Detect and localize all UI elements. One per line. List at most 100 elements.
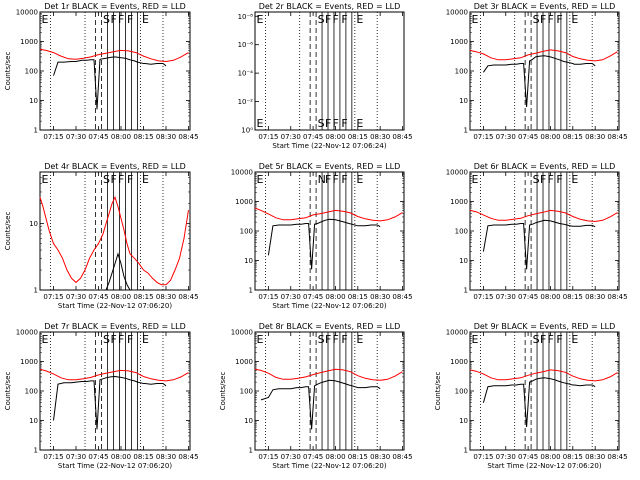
interval-marker: E xyxy=(42,333,49,346)
x-tick-label: 07:15 xyxy=(43,453,63,461)
y-tick-label: 1 xyxy=(464,447,468,455)
x-tick-label: 08:45 xyxy=(607,293,627,301)
interval-marker: F xyxy=(111,13,117,26)
interval-marker: F xyxy=(540,333,546,346)
interval-marker: E xyxy=(571,333,578,346)
interval-marker: F xyxy=(325,333,331,346)
interval-marker: F xyxy=(127,333,133,346)
interval-marker: E xyxy=(256,117,263,130)
panel-title: Det 4r BLACK = Events, RED = LLD xyxy=(44,162,186,171)
y-tick-label: 10 xyxy=(29,97,38,105)
interval-marker: S xyxy=(533,13,540,26)
x-tick-label: 07:15 xyxy=(258,133,278,141)
plot-frame xyxy=(39,11,191,131)
series-events xyxy=(267,218,381,270)
interval-marker: S xyxy=(533,333,540,346)
y-axis-label: Counts/sec xyxy=(4,212,12,251)
y-tick-label: 10 xyxy=(29,417,38,425)
x-tick-label: 08:15 xyxy=(348,453,368,461)
x-axis-label: Start Time (22-Nov-12 07:06:20) xyxy=(272,462,386,470)
y-axis-label: Counts/sec xyxy=(4,372,12,411)
interval-marker: E xyxy=(356,13,363,26)
x-tick-label: 07:45 xyxy=(518,133,538,141)
plot-frame xyxy=(39,331,191,451)
x-tick-label: 08:30 xyxy=(370,133,390,141)
y-tick-label: 10 xyxy=(29,220,38,228)
interval-marker: F xyxy=(556,13,562,26)
interval-marker: F xyxy=(540,173,546,186)
y-tick-label: 10 xyxy=(459,97,468,105)
panel-title: Det 3r BLACK = Events, RED = LLD xyxy=(474,2,616,11)
y-tick-label: 1 xyxy=(34,447,38,455)
x-axis-label: Start Time (22-Nov-12 07:06:20) xyxy=(272,302,386,310)
y-axis-label: Counts/sec xyxy=(434,372,442,411)
x-tick-label: 08:00 xyxy=(111,453,131,461)
plot-frame xyxy=(469,331,620,451)
x-tick-label: 08:45 xyxy=(392,293,412,301)
series-events xyxy=(482,377,596,428)
y-tick-label: 1000 xyxy=(235,358,253,366)
x-tick-label: 07:15 xyxy=(473,453,493,461)
x-tick-label: 07:15 xyxy=(258,453,278,461)
panel-det-6r: Det 6r BLACK = Events, RED = LLD 1 10 100 10… xyxy=(446,162,628,301)
x-tick-label: 07:45 xyxy=(303,133,323,141)
panel-title: Det 7r BLACK = Events, RED = LLD xyxy=(44,322,186,331)
interval-marker: E xyxy=(471,333,478,346)
y-tick-label: 1 xyxy=(249,447,253,455)
x-tick-label: 08:15 xyxy=(563,293,583,301)
y-tick-label: 1 xyxy=(464,127,468,135)
interval-marker: E xyxy=(42,13,49,26)
x-axis-label: Start Time (22-Nov-12 07:06:24) xyxy=(272,142,386,150)
series-events xyxy=(105,252,131,291)
plot-frame xyxy=(254,331,405,451)
x-tick-label: 08:45 xyxy=(178,133,198,141)
y-tick-label: 100 xyxy=(455,388,468,396)
y-tick-label: 1000 xyxy=(450,38,468,46)
interval-marker: F xyxy=(325,173,331,186)
series-events xyxy=(53,375,167,430)
x-tick-label: 08:45 xyxy=(178,453,198,461)
y-tick-label: 100 xyxy=(455,68,468,76)
y-tick-label: 10000 xyxy=(446,9,468,17)
y-tick-label: 1 xyxy=(34,287,38,295)
interval-marker: E xyxy=(571,13,578,26)
y-tick-label: 10000 xyxy=(231,329,253,337)
panel-title: Det 5r BLACK = Events, RED = LLD xyxy=(259,162,401,171)
panel-title: Det 6r BLACK = Events, RED = LLD xyxy=(474,162,616,171)
panel-det-9r: Det 9r BLACK = Events, RED = LLD Counts/s… xyxy=(434,322,628,470)
series-events xyxy=(260,379,381,430)
interval-marker: F xyxy=(111,173,117,186)
interval-marker: E xyxy=(356,117,363,130)
interval-marker: S xyxy=(103,173,110,186)
x-tick-label: 08:00 xyxy=(540,453,560,461)
x-tick-label: 08:15 xyxy=(348,293,368,301)
interval-marker: F xyxy=(127,173,133,186)
interval-marker: S xyxy=(318,117,325,130)
x-tick-label: 07:30 xyxy=(281,133,301,141)
interval-marker: E xyxy=(471,173,478,186)
series-lld xyxy=(39,368,189,382)
panel-title: Det 9r BLACK = Events, RED = LLD xyxy=(474,322,616,331)
x-tick-label: 08:45 xyxy=(392,133,412,141)
interval-marker: E xyxy=(571,173,578,186)
y-tick-label: 10⁰ xyxy=(241,127,253,135)
interval-marker: E xyxy=(256,333,263,346)
series-lld xyxy=(469,209,618,223)
interval-marker: S xyxy=(318,333,325,346)
x-tick-label: 07:30 xyxy=(496,293,516,301)
interval-marker: F xyxy=(332,13,338,26)
interval-marker: E xyxy=(256,13,263,26)
x-tick-label: 07:15 xyxy=(473,133,493,141)
x-tick-label: 08:00 xyxy=(325,453,345,461)
panel-title: Det 1r BLACK = Events, RED = LLD xyxy=(44,2,186,11)
interval-marker: E xyxy=(471,13,478,26)
x-tick-label: 08:00 xyxy=(111,293,131,301)
x-tick-label: 08:15 xyxy=(133,293,153,301)
x-tick-label: 08:15 xyxy=(563,453,583,461)
interval-marker: F xyxy=(118,333,124,346)
y-tick-label: 10 xyxy=(244,257,253,265)
series-lld xyxy=(254,207,403,222)
y-tick-label: 10⁻⁶ xyxy=(238,41,254,49)
plot-frame xyxy=(469,11,620,131)
